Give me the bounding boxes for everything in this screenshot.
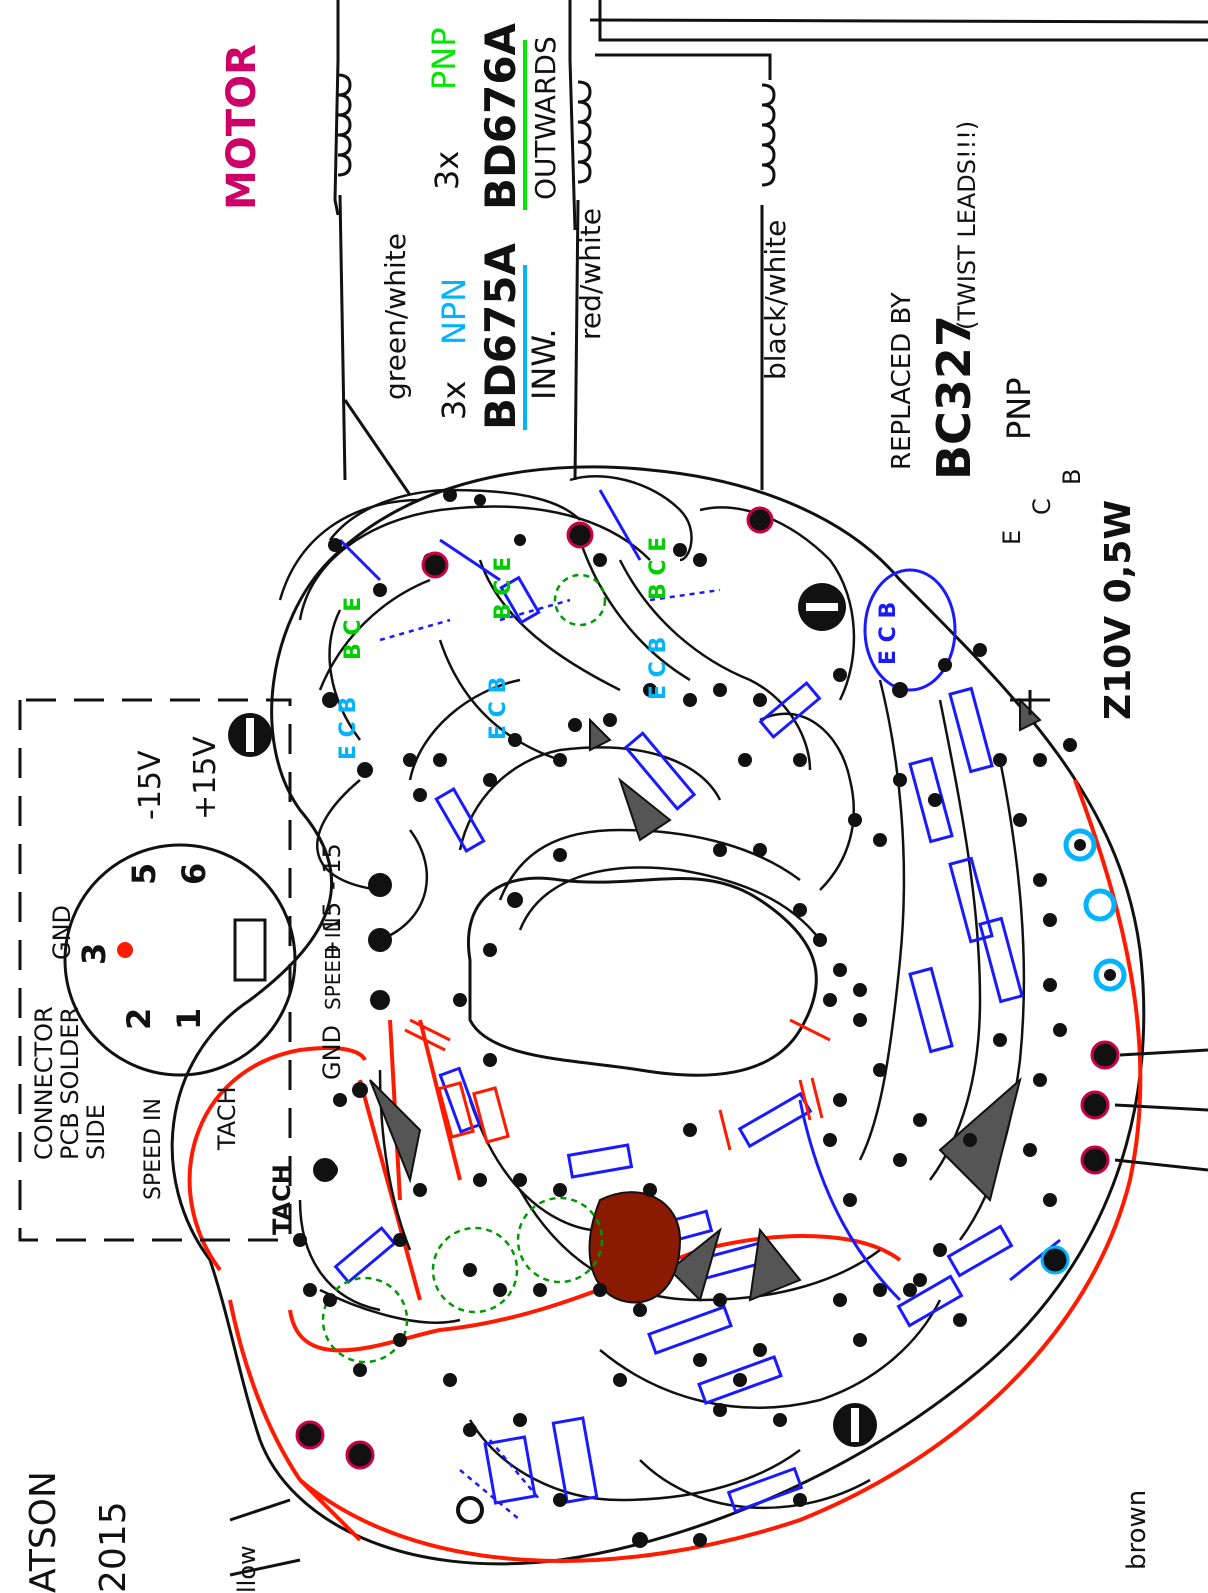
zener-label: Z10V 0,5W [1098, 500, 1139, 720]
pnp-type: PNP [425, 27, 463, 90]
blue-dashed [379, 588, 721, 1521]
replacement-type: PNP [1000, 377, 1038, 440]
npn-part: BD675A [476, 242, 525, 430]
board-outline [170, 465, 1146, 1566]
pnp-note: OUTWARDS [529, 36, 562, 200]
svg-text:B C E: B C E [491, 557, 516, 620]
pin-e: E [998, 530, 1026, 545]
connector-pin-speed-in: SPEED IN [141, 1098, 166, 1200]
svg-text:E C B: E C B [486, 677, 511, 740]
connector-pin-gnd: GND [48, 905, 76, 960]
connector-pin-minus15: -15V [133, 750, 168, 820]
connector-pin-3: 3 [75, 943, 113, 965]
board-plus15-label: + 15 [318, 902, 346, 960]
blue-resistors [333, 489, 1061, 1514]
pnp-part: BD676A [476, 22, 525, 210]
npn-count: 3x [435, 381, 473, 420]
coil-red-white [577, 80, 592, 184]
pnp-count: 3x [428, 151, 466, 190]
connector-text: CONNECTOR PCB SOLDER SIDE GND SPEED IN T… [30, 736, 241, 1200]
cyan-transistor-pins: E C B E C B E C B [336, 637, 671, 760]
board-brown-label: brown [1122, 1490, 1152, 1570]
diode-shapes [369, 697, 1042, 1302]
connector-pin-tach: TACH [213, 1086, 241, 1151]
connector-pin-2: 2 [120, 1008, 158, 1030]
solder-pads [293, 488, 1077, 1548]
svg-text:B C E: B C E [646, 537, 671, 600]
wire-red-white: red/white [574, 208, 607, 340]
board-gnd-label: GND [318, 1025, 346, 1080]
replacement-note: REPLACED BY BC327 (TWIST LEADS!!!) PNP E… [887, 121, 1086, 545]
motor-label: MOTOR [219, 44, 265, 210]
year-label: 2015 [93, 1501, 134, 1593]
board-tach-label: TACH [268, 1164, 296, 1235]
npn-type: NPN [435, 278, 473, 345]
pnp-block: 3x PNP BD676A OUTWARDS [425, 22, 562, 210]
green-transistor-pins: B C E B C E B C E [341, 537, 671, 660]
replacement-note-text: (TWIST LEADS!!!) [953, 121, 981, 330]
connector-title-2: PCB SOLDER [56, 1007, 84, 1160]
wire-black-white: black/white [759, 220, 792, 380]
blue-ecb-pins: E C B [876, 602, 901, 665]
wire-green-white: green/white [379, 233, 412, 400]
coil-green-white [337, 73, 352, 177]
connector-detail [18, 698, 297, 1242]
svg-text:B C E: B C E [341, 597, 366, 660]
dark-red-hub [588, 1191, 682, 1304]
connector-pin-1: 1 [170, 1008, 208, 1030]
mounting-holes [228, 583, 877, 1447]
npn-note: INW. [525, 328, 563, 400]
motor-windings [333, 0, 1208, 496]
replacement-line1: REPLACED BY [887, 292, 917, 470]
pin-b: B [1058, 469, 1086, 485]
board-speed-in-label: SPEED IN [321, 917, 345, 1010]
npn-block: 3x NPN BD675A INW. [435, 242, 563, 430]
connector-pin-plus15: +15V [188, 736, 223, 820]
replacement-part: BC327 [927, 315, 981, 480]
pin-c: C [1028, 498, 1056, 515]
green-dashed-circles [321, 573, 607, 1364]
coil-black-white [761, 83, 776, 187]
svg-text:E C B: E C B [646, 637, 671, 700]
edge-lines [229, 1048, 1208, 1577]
author-label: ATSON [23, 1471, 64, 1593]
connector-pin-5: 5 [125, 863, 163, 885]
red-components [404, 1018, 831, 1151]
svg-text:E C B: E C B [336, 697, 361, 760]
connector-pin-6: 6 [175, 863, 213, 885]
svg-text:E C B: E C B [876, 602, 901, 665]
zener-symbol [1010, 690, 1050, 715]
connector-title-3: SIDE [82, 1104, 110, 1160]
board-minus15-label: - 15 [318, 843, 346, 890]
large-pads [295, 506, 1127, 1524]
connector-title-1: CONNECTOR [30, 1006, 58, 1160]
